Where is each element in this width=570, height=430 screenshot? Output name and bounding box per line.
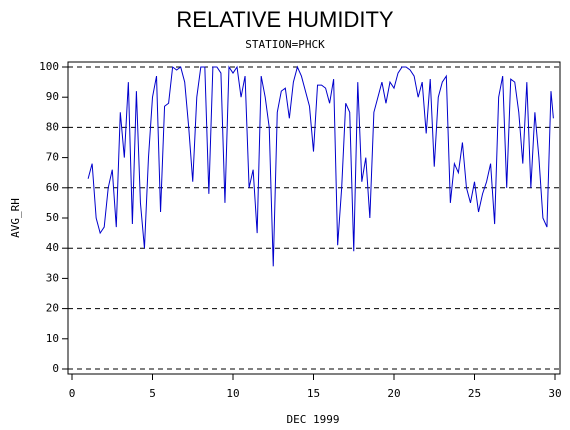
x-tick-label: 25 [468,387,481,400]
y-tick-label: 0 [52,362,59,375]
x-tick-label: 15 [307,387,320,400]
x-tick-label: 30 [548,387,561,400]
y-tick-label: 50 [46,211,59,224]
data-line [87,65,554,267]
y-axis-label: AVG_RH [9,198,22,238]
x-tick-label: 10 [226,387,239,400]
y-tick-label: 60 [46,181,59,194]
y-tick-label: 40 [46,241,59,254]
y-tick-label: 90 [46,90,59,103]
y-tick-label: 30 [46,271,59,284]
x-tick-label: 5 [149,387,156,400]
y-tick-label: 80 [46,120,59,133]
y-tick-label: 20 [46,302,59,315]
x-axis-label: DEC 1999 [287,413,340,426]
chart-subtitle: STATION=PHCK [245,38,325,51]
y-tick-label: 70 [46,151,59,164]
y-tick-label: 100 [39,60,59,73]
y-tick-label: 10 [46,332,59,345]
x-tick-label: 0 [69,387,76,400]
chart-title: RELATIVE HUMIDITY [176,7,394,32]
x-tick-label: 20 [387,387,400,400]
